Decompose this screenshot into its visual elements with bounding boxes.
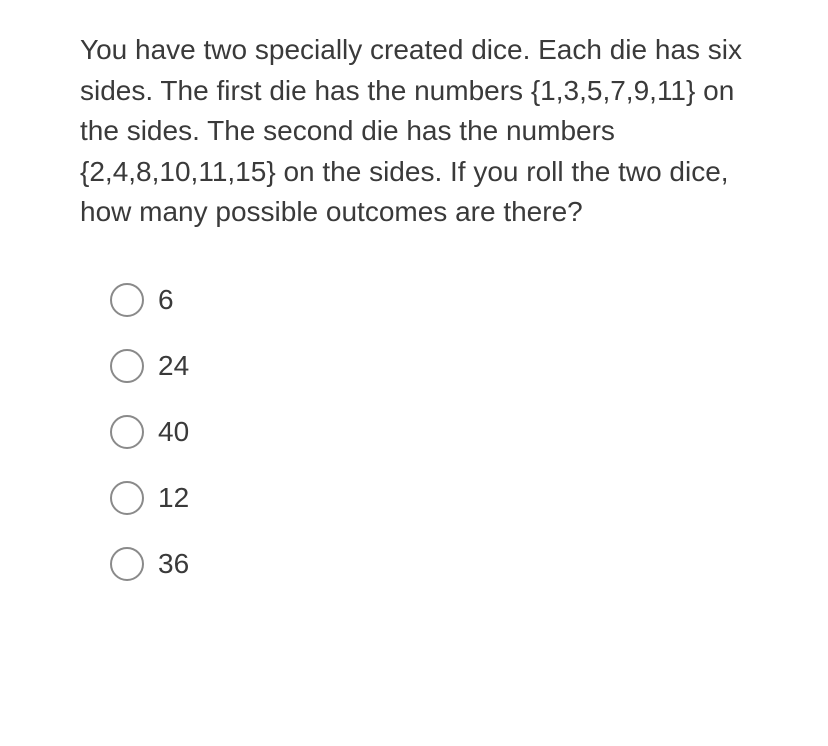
options-group: 6 24 40 12 36: [80, 283, 758, 581]
option-label: 12: [158, 482, 189, 514]
radio-icon[interactable]: [110, 283, 144, 317]
radio-icon[interactable]: [110, 415, 144, 449]
option-40[interactable]: 40: [110, 415, 758, 449]
option-24[interactable]: 24: [110, 349, 758, 383]
option-label: 6: [158, 284, 174, 316]
question-set-1: {1,3,5,7,9,11}: [531, 75, 696, 106]
option-label: 24: [158, 350, 189, 382]
radio-icon[interactable]: [110, 349, 144, 383]
option-36[interactable]: 36: [110, 547, 758, 581]
option-12[interactable]: 12: [110, 481, 758, 515]
option-6[interactable]: 6: [110, 283, 758, 317]
question-set-2: {2,4,8,10,11,15}: [80, 156, 276, 187]
radio-icon[interactable]: [110, 547, 144, 581]
radio-icon[interactable]: [110, 481, 144, 515]
option-label: 40: [158, 416, 189, 448]
question-text: You have two specially created dice. Eac…: [80, 30, 758, 233]
option-label: 36: [158, 548, 189, 580]
